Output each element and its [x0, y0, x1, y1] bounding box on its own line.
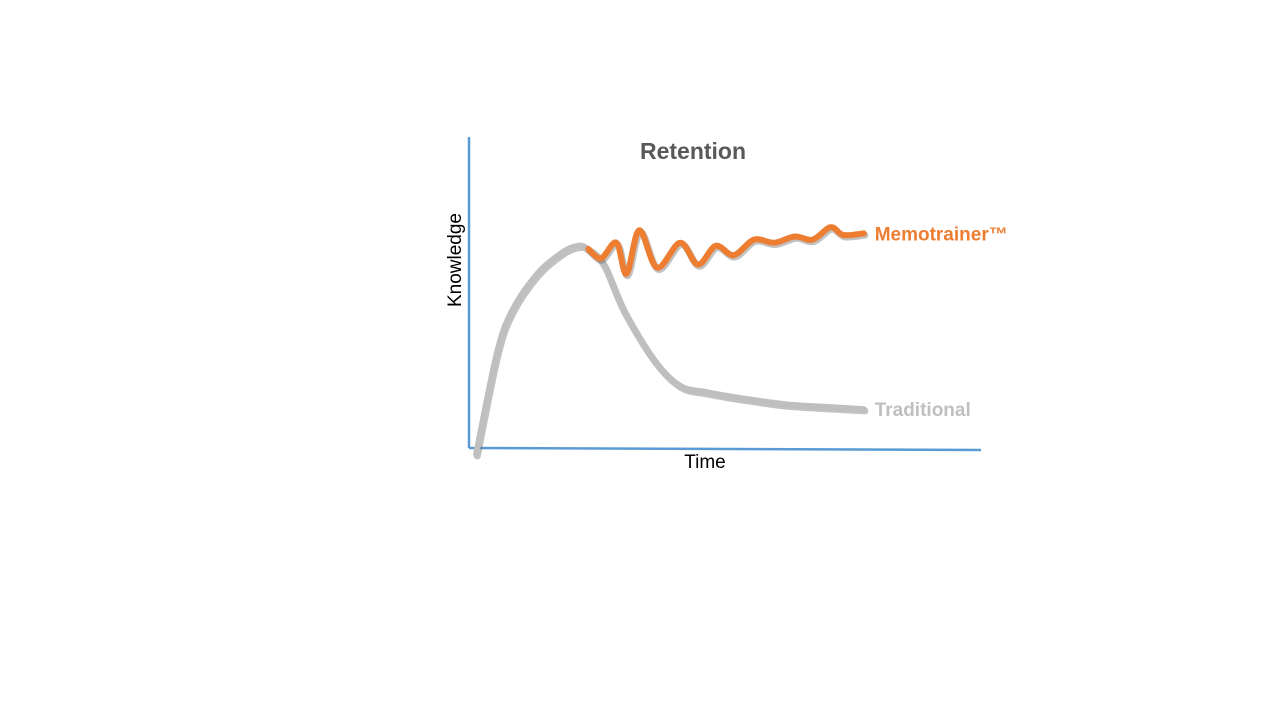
y-axis-label: Knowledge: [445, 213, 466, 307]
series-line-traditional: [473, 242, 867, 458]
series-layer: [473, 224, 869, 460]
series-label-layer: Traditional Memotrainer™: [875, 224, 1008, 421]
series-label-memotrainer: Memotrainer™: [875, 224, 1008, 245]
series-line-memotrainer: [585, 224, 867, 277]
chart-title: Retention: [640, 138, 746, 164]
series-label-traditional: Traditional: [875, 400, 971, 421]
x-axis: [468, 446, 982, 452]
x-axis-label: Time: [684, 452, 726, 473]
